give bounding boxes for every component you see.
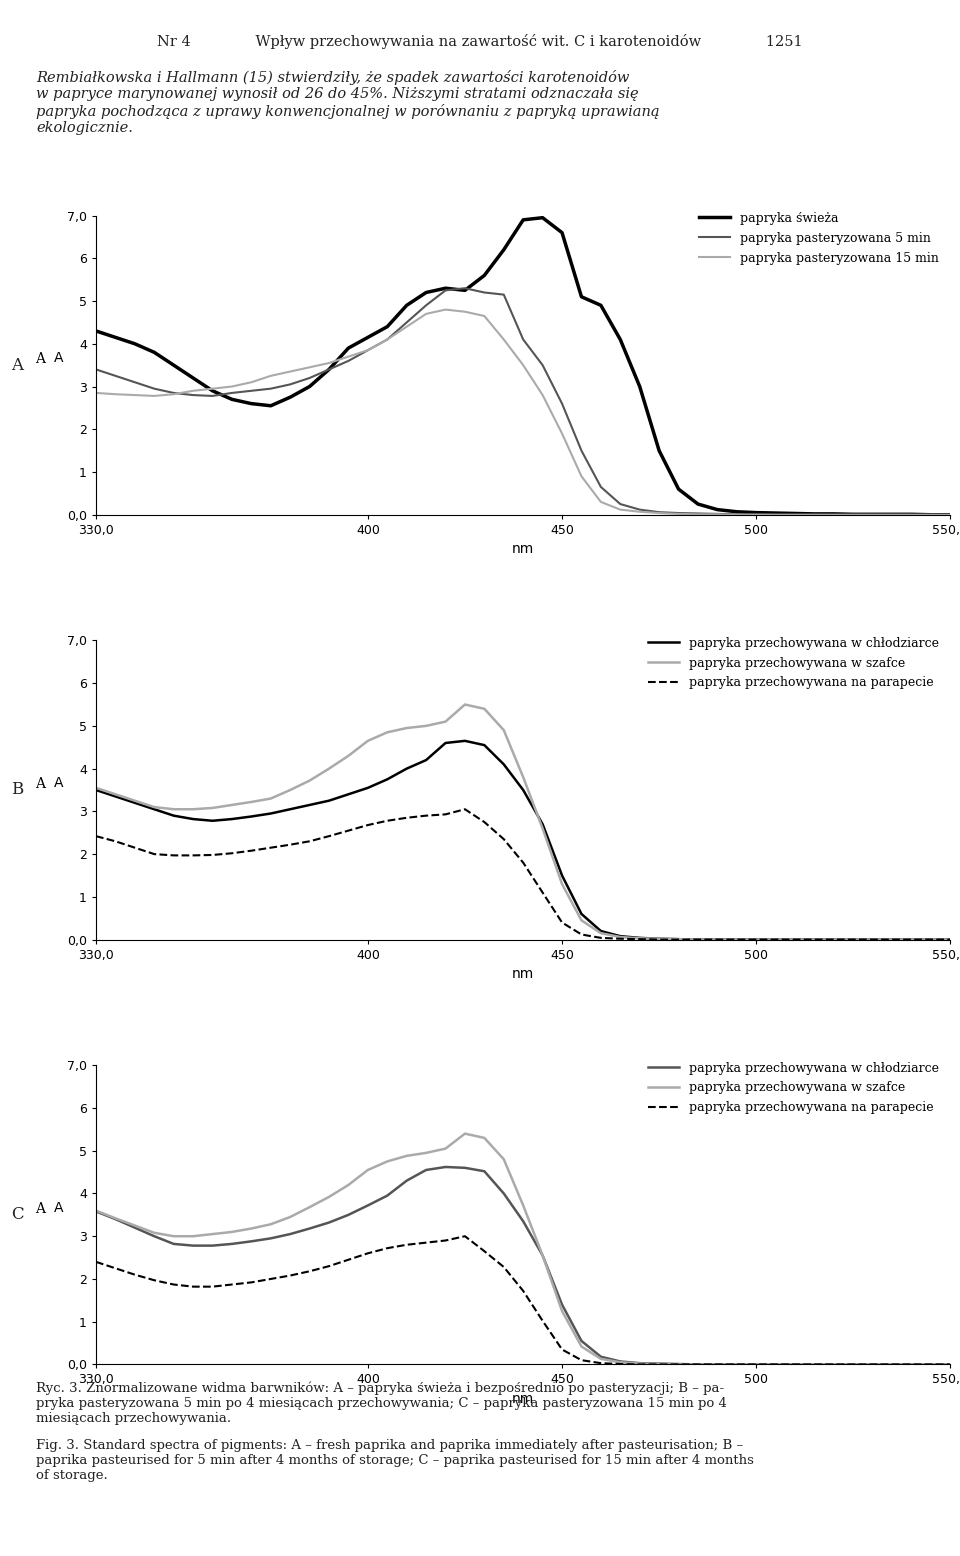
Y-axis label: A: A (54, 1201, 63, 1215)
Text: Nr 4              Wpływ przechowywania na zawartość wit. C i karotenoidów       : Nr 4 Wpływ przechowywania na zawartość w… (157, 34, 803, 50)
Text: A: A (36, 776, 45, 790)
Text: Ryc. 3. Znormalizowane widma barwników: A – papryka świeża i bezpośrednio po pas: Ryc. 3. Znormalizowane widma barwników: … (36, 1382, 728, 1425)
Text: B: B (12, 781, 23, 798)
Legend: papryka przechowywana w chłodziarce, papryka przechowywana w szafce, papryka prz: papryka przechowywana w chłodziarce, pap… (643, 1057, 944, 1119)
Legend: papryka świeża, papryka pasteryzowana 5 min, papryka pasteryzowana 15 min: papryka świeża, papryka pasteryzowana 5 … (694, 207, 944, 269)
Y-axis label: A: A (54, 352, 63, 366)
Text: C: C (11, 1206, 24, 1223)
X-axis label: nm: nm (512, 968, 535, 982)
Text: Rembiałkowska i Hallmann (15) stwierdziły, że spadek zawartości karotenoidów
w p: Rembiałkowska i Hallmann (15) stwierdził… (36, 70, 660, 135)
X-axis label: nm: nm (512, 543, 535, 557)
Text: Fig. 3. Standard spectra of pigments: A – fresh paprika and paprika immediately : Fig. 3. Standard spectra of pigments: A … (36, 1439, 755, 1483)
Text: A: A (36, 352, 45, 366)
Text: A: A (36, 1201, 45, 1215)
Text: A: A (12, 356, 23, 373)
Y-axis label: A: A (54, 776, 63, 790)
Legend: papryka przechowywana w chłodziarce, papryka przechowywana w szafce, papryka prz: papryka przechowywana w chłodziarce, pap… (643, 632, 944, 694)
X-axis label: nm: nm (512, 1393, 535, 1407)
